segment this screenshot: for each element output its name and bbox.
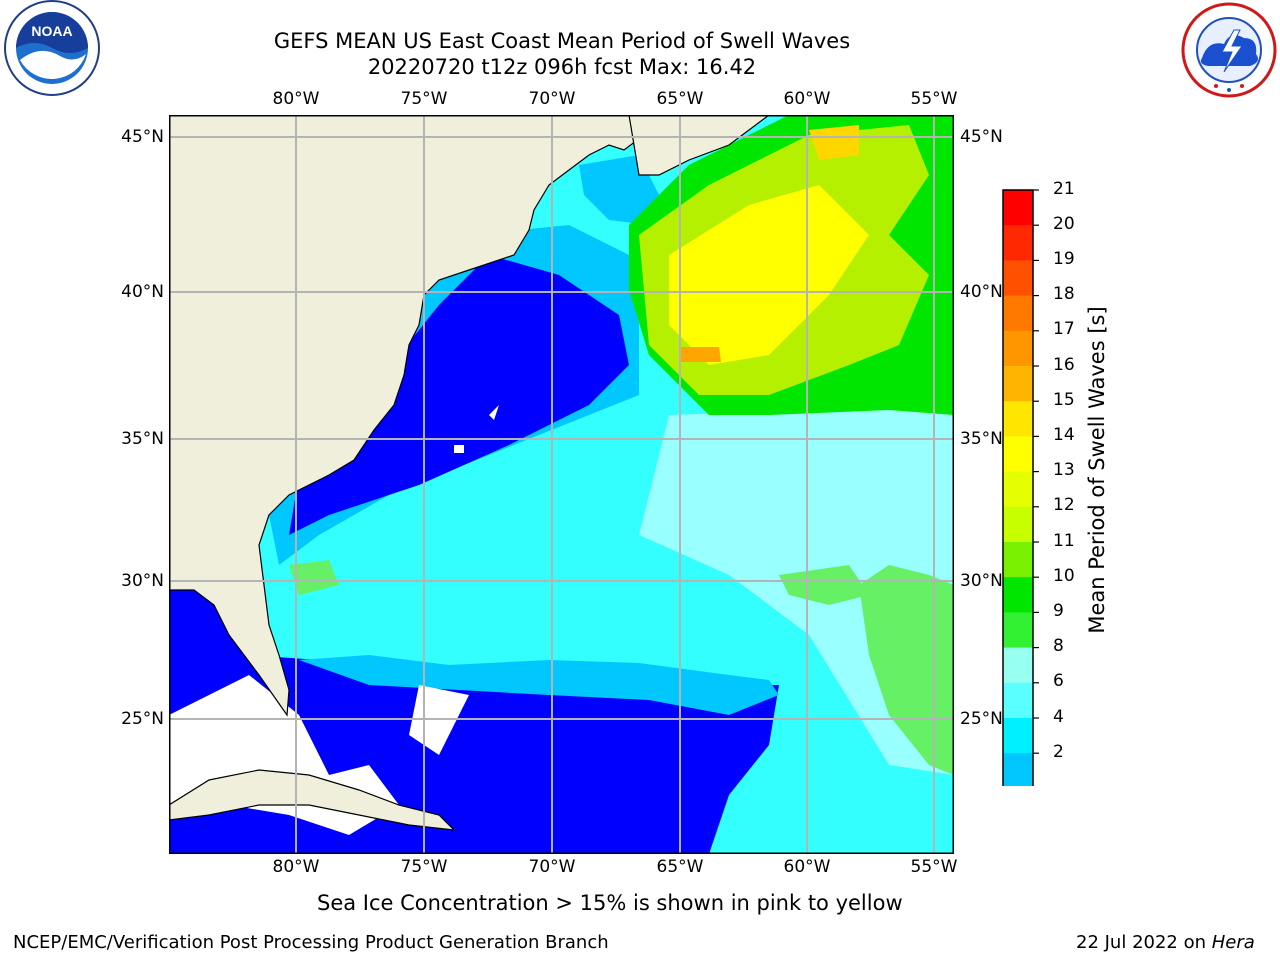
colorbar-segment — [1003, 577, 1033, 613]
colorbar-tick-label: 17 — [1053, 319, 1075, 339]
colorbar-segment — [1003, 682, 1033, 719]
lon-label-top: 80°W — [272, 89, 320, 109]
lat-label-left: 40°N — [121, 282, 164, 302]
colorbar — [1002, 189, 1039, 786]
lon-label-top: 65°W — [656, 89, 704, 109]
swell-region — [859, 565, 954, 775]
swell-region — [669, 185, 869, 365]
colorbar-tick-label: 21 — [1053, 179, 1075, 199]
nova-scotia-land — [628, 115, 770, 176]
no-data-area — [489, 405, 499, 420]
lat-label-left: 25°N — [121, 709, 164, 729]
lon-label-bottom: 80°W — [272, 857, 320, 877]
colorbar-segment — [1003, 225, 1033, 261]
swell-region — [679, 347, 721, 362]
lat-label-right: 25°N — [960, 709, 1003, 729]
colorbar-title: Mean Period of Swell Waves [s] — [1085, 306, 1109, 634]
colorbar-segment — [1003, 506, 1033, 543]
north-america-land — [169, 115, 650, 717]
swell-period-map — [169, 115, 954, 854]
lat-label-left: 45°N — [121, 127, 164, 147]
colorbar-tick-label: 16 — [1053, 355, 1075, 375]
colorbar-tick-label: 13 — [1053, 460, 1075, 480]
colorbar-tick-label: 15 — [1053, 390, 1075, 410]
swell-region — [809, 125, 859, 160]
map-title: GEFS MEAN US East Coast Mean Period of S… — [273, 29, 851, 53]
colorbar-segment — [1003, 612, 1033, 649]
colorbar-tick-label: 10 — [1053, 566, 1075, 586]
colorbar-tick-label: 2 — [1053, 742, 1064, 762]
nws-logo — [1181, 2, 1277, 98]
colorbar-tick-label: 11 — [1053, 531, 1075, 551]
lon-label-bottom: 60°W — [783, 857, 831, 877]
colorbar-frame — [1002, 189, 1034, 786]
colorbar-tick-label: 20 — [1053, 214, 1075, 234]
colorbar-tick-label: 6 — [1053, 671, 1064, 691]
lon-label-top: 75°W — [400, 89, 448, 109]
lat-label-right: 30°N — [960, 571, 1003, 591]
host-name: Hera — [1211, 932, 1255, 953]
lat-label-left: 35°N — [121, 429, 164, 449]
colorbar-segment — [1003, 542, 1033, 578]
run-date: 22 Jul 2022 on Hera — [1076, 932, 1255, 953]
colorbar-segment — [1003, 471, 1033, 508]
lon-label-top: 70°W — [528, 89, 576, 109]
colorbar-segment — [1003, 647, 1033, 684]
lat-label-left: 30°N — [121, 571, 164, 591]
lat-label-right: 45°N — [960, 127, 1003, 147]
swell-region — [289, 560, 339, 595]
colorbar-segment — [1003, 295, 1033, 332]
colorbar-tick-label: 18 — [1053, 284, 1075, 304]
run-date-text: 22 Jul 2022 on — [1076, 932, 1212, 953]
cuba-land — [169, 769, 456, 831]
lon-label-bottom: 75°W — [400, 857, 448, 877]
colorbar-tick-label: 8 — [1053, 636, 1064, 656]
graticule — [169, 115, 954, 854]
colorbar-segment — [1003, 753, 1033, 786]
no-data-area — [454, 445, 464, 453]
colorbar-segment — [1003, 718, 1033, 754]
lon-label-top: 60°W — [783, 89, 831, 109]
noaa-logo-text: NOAA — [31, 23, 72, 39]
noaa-logo: NOAA — [4, 0, 100, 96]
colorbar-tick-label: 9 — [1053, 601, 1064, 621]
branch-credit: NCEP/EMC/Verification Post Processing Pr… — [13, 932, 609, 953]
colorbar-segment — [1003, 260, 1033, 297]
colorbar-segment — [1003, 401, 1033, 437]
lat-label-right: 40°N — [960, 282, 1003, 302]
colorbar-segment — [1003, 366, 1033, 402]
swell-region — [299, 655, 779, 715]
swell-region — [289, 255, 629, 535]
colorbar-tick-label: 14 — [1053, 425, 1075, 445]
lon-label-top: 55°W — [910, 89, 958, 109]
colorbar-tick-label: 12 — [1053, 495, 1075, 515]
swell-region — [779, 565, 869, 605]
colorbar-segment — [1003, 330, 1033, 367]
lon-label-bottom: 65°W — [656, 857, 704, 877]
lat-label-right: 35°N — [960, 429, 1003, 449]
colorbar-segment — [1003, 190, 1033, 226]
colorbar-tick-label: 19 — [1053, 249, 1075, 269]
sea-ice-note: Sea Ice Concentration > 15% is shown in … — [317, 891, 903, 915]
colorbar-segment — [1003, 436, 1033, 473]
map-subtitle: 20220720 t12z 096h fcst Max: 16.42 — [367, 55, 757, 79]
colorbar-tick-label: 4 — [1053, 707, 1064, 727]
lon-label-bottom: 55°W — [910, 857, 958, 877]
lon-label-bottom: 70°W — [528, 857, 576, 877]
map-frame — [169, 115, 954, 854]
